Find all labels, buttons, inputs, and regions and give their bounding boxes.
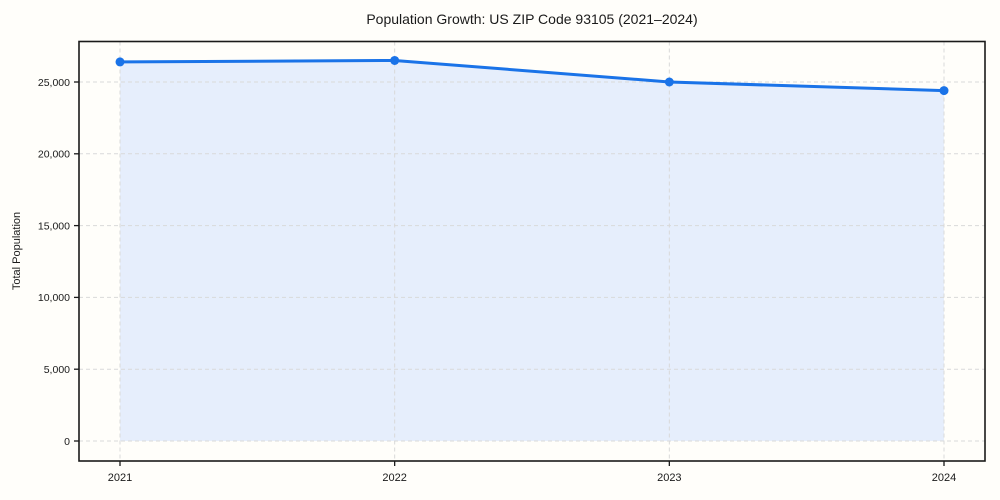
y-tick-label: 25,000 xyxy=(38,77,70,89)
x-tick-label: 2023 xyxy=(657,472,681,484)
data-point-2023 xyxy=(664,77,674,87)
chart-title: Population Growth: US ZIP Code 93105 (20… xyxy=(366,11,698,27)
y-tick-label: 10,000 xyxy=(38,292,70,304)
x-tick-label: 2021 xyxy=(108,472,132,484)
data-point-2021 xyxy=(115,57,125,67)
data-point-2024 xyxy=(939,86,949,96)
population-line xyxy=(118,58,946,93)
plot-frame xyxy=(78,40,986,462)
x-tick-label: 2022 xyxy=(382,472,406,484)
data-point-2022 xyxy=(390,55,400,65)
x-tick-label: 2024 xyxy=(932,472,956,484)
y-tick-label: 20,000 xyxy=(38,149,70,161)
area-fill xyxy=(120,60,944,442)
y-tick-label: 15,000 xyxy=(38,220,70,232)
y-tick-label: 5,000 xyxy=(44,364,70,376)
y-tick-label: 0 xyxy=(64,436,70,448)
